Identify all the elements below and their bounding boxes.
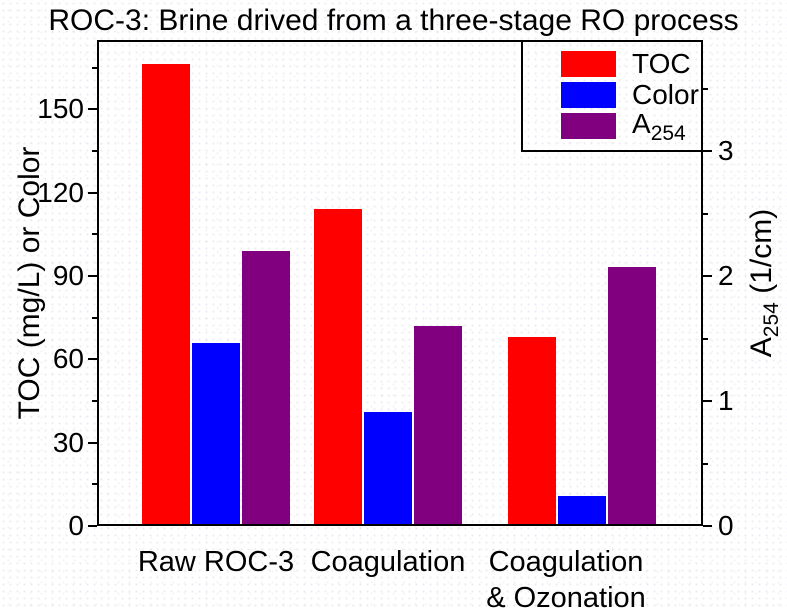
- right-axis-tick: [703, 337, 708, 340]
- left-axis-tick: [88, 358, 97, 361]
- x-category-label-line: Raw ROC-3: [137, 546, 295, 578]
- legend-label: Color: [632, 78, 699, 110]
- plot-frame: [97, 40, 703, 526]
- left-axis-tick: [92, 66, 97, 69]
- left-axis-tick-label: 150: [37, 93, 84, 125]
- left-axis-tick: [88, 275, 97, 278]
- bar-a254-category-1: [242, 251, 290, 526]
- bar-a254-category-3: [608, 267, 656, 526]
- bar-toc-category-1: [142, 63, 190, 526]
- legend-label-text: Color: [632, 78, 699, 110]
- chart-title: ROC-3: Brine drived from a three-stage R…: [48, 4, 739, 37]
- bar-color-category-3: [558, 495, 606, 526]
- right-axis-title: A254 (1/cm): [745, 40, 783, 526]
- right-axis-tick: [703, 275, 712, 277]
- right-axis-tick: [703, 400, 712, 402]
- legend-item-color: Color: [523, 79, 701, 110]
- left-axis-tick: [92, 233, 97, 236]
- x-category-label-1: Raw ROC-3: [86, 544, 346, 580]
- left-axis-tick-label: 30: [52, 426, 84, 458]
- left-axis-tick: [92, 316, 97, 319]
- right-axis-tick-label: 1: [718, 385, 734, 416]
- left-axis-tick-label: 0: [68, 510, 84, 541]
- plot-area: [97, 40, 703, 526]
- legend-box: TOC Color A254: [521, 40, 703, 152]
- legend-label-text: TOC: [632, 47, 691, 79]
- right-axis-tick: [703, 150, 712, 152]
- right-axis-tick-label: 0: [718, 510, 734, 541]
- x-category-label-line: Coagulation: [310, 546, 466, 578]
- bar-color-category-1: [192, 342, 240, 526]
- left-axis-tick: [88, 441, 97, 444]
- left-axis-tick: [92, 150, 97, 153]
- x-category-label-line: & Ozonation: [486, 582, 646, 611]
- legend-swatch-color: [561, 81, 616, 108]
- right-axis-tick: [703, 87, 708, 90]
- right-axis-tick-label: 2: [718, 260, 734, 291]
- right-axis-tick: [703, 462, 708, 465]
- left-axis-tick-label: 120: [37, 176, 84, 208]
- bar-color-category-2: [364, 412, 412, 526]
- legend-label: TOC: [632, 47, 691, 79]
- right-axis-title-subscript: 254: [760, 302, 783, 338]
- right-axis-tick: [703, 212, 708, 215]
- x-category-label-3: Coagulation & Ozonation: [436, 544, 696, 611]
- legend-swatch-a254: [561, 112, 616, 139]
- left-axis-tick: [92, 483, 97, 486]
- legend-item-toc: TOC: [523, 48, 701, 79]
- right-axis-tick: [703, 525, 712, 527]
- legend-swatch-toc: [561, 50, 616, 77]
- left-axis-tick-label: 90: [52, 260, 84, 292]
- left-axis-tick: [92, 400, 97, 402]
- x-category-label-line: Coagulation: [488, 546, 644, 578]
- bar-toc-category-3: [508, 337, 556, 526]
- legend-item-a254: A254: [523, 108, 701, 146]
- legend-label-text: A: [632, 108, 651, 139]
- bar-a254-category-2: [414, 326, 462, 526]
- right-axis-title-main: A: [745, 337, 778, 358]
- right-axis-title-units: (1/cm): [745, 208, 778, 294]
- left-axis-tick: [88, 525, 97, 527]
- right-axis-tick-label: 3: [718, 135, 734, 166]
- legend-label: A254: [632, 108, 686, 146]
- left-axis-tick: [88, 108, 97, 111]
- left-axis-tick-label: 60: [52, 343, 84, 375]
- bar-toc-category-2: [314, 209, 362, 526]
- left-axis-tick: [88, 191, 97, 194]
- legend-label-subscript: 254: [650, 122, 686, 145]
- x-category-label-2: Coagulation: [258, 544, 518, 580]
